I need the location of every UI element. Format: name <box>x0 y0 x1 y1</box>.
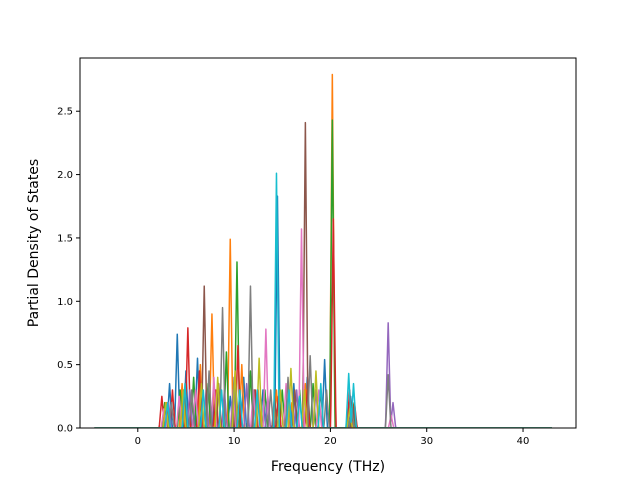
y-axis-ticks: 0.0 0.5 1.0 1.5 2.0 2.5 <box>57 107 80 435</box>
x-axis-title: Frequency (THz) <box>271 459 385 475</box>
series-line-10 <box>94 172 553 428</box>
x-tick-label: 0 <box>135 436 141 447</box>
y-tick-label: 1.0 <box>57 297 73 308</box>
y-tick-label: 0.0 <box>57 424 73 435</box>
plot-frame <box>79 57 577 429</box>
series-line-1 <box>94 195 553 428</box>
series-layer <box>94 73 553 428</box>
x-axis-ticks: 0 10 20 30 40 <box>135 428 530 447</box>
x-tick-label: 20 <box>324 436 337 447</box>
y-tick-label: 1.5 <box>57 233 73 244</box>
x-tick-label: 10 <box>228 436 241 447</box>
series-line-8 <box>94 285 553 428</box>
x-tick-label: 40 <box>517 436 530 447</box>
y-tick-label: 2.0 <box>57 170 73 181</box>
y-tick-label: 0.5 <box>57 360 73 371</box>
series-line-5 <box>94 322 553 428</box>
y-axis-title: Partial Density of States <box>26 159 42 327</box>
x-tick-label: 30 <box>420 436 433 447</box>
y-tick-label: 2.5 <box>57 107 73 118</box>
